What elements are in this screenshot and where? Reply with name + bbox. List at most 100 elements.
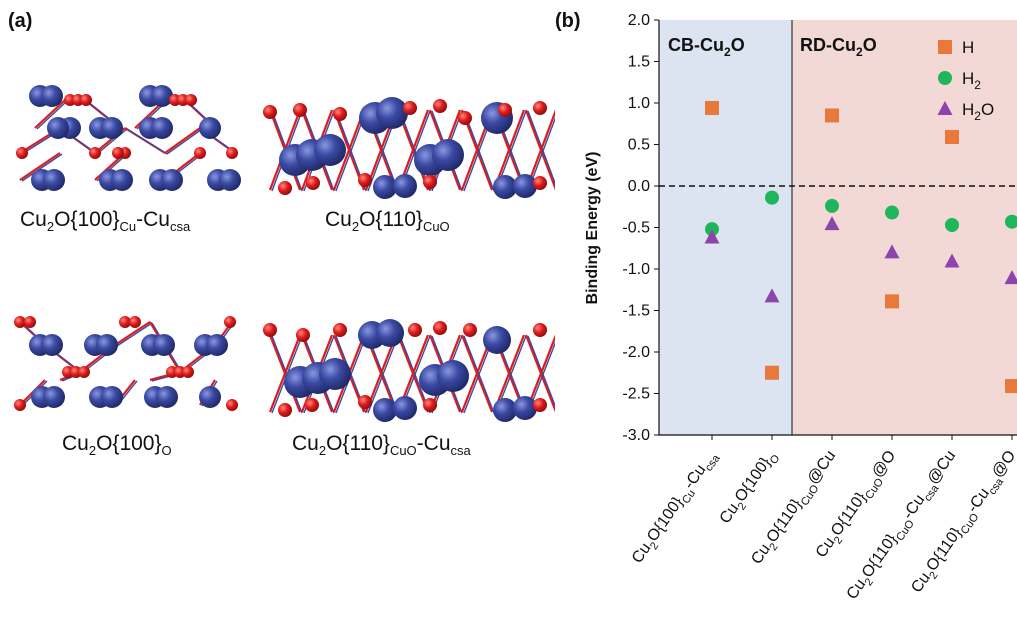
o-atom	[278, 181, 292, 195]
y-tick-label: -2.0	[622, 344, 650, 361]
cu-atom	[151, 117, 173, 139]
o-atom	[433, 99, 447, 113]
y-tick-label: -0.5	[622, 220, 650, 237]
cu-atom	[199, 386, 221, 408]
structure-caption-3: Cu2O{100}O	[62, 432, 172, 459]
x-tick-label: Cu2O{110}CuO-Cucsa@Cu	[844, 448, 963, 605]
o-atom	[306, 176, 320, 190]
data-point-square	[825, 108, 839, 123]
bond	[96, 128, 128, 155]
data-point-square	[705, 100, 719, 115]
cu-atom	[513, 396, 537, 420]
data-point-triangle	[764, 288, 780, 303]
o-atom	[226, 399, 238, 411]
o-atom	[224, 316, 236, 328]
x-tick-label: Cu2O{100}Cu-Cucsa	[629, 447, 723, 569]
y-tick-label: 1.5	[628, 54, 650, 71]
o-atom	[80, 94, 92, 106]
crystal-structures	[14, 85, 555, 422]
o-atom	[358, 173, 372, 187]
data-point-square	[1005, 379, 1017, 394]
cu-atom	[219, 169, 241, 191]
bond	[34, 99, 66, 129]
o-atom	[533, 176, 547, 190]
cu-atom	[493, 398, 517, 422]
x-tick-label: Cu2O{110}CuO@O	[813, 448, 903, 564]
cu-atom	[153, 334, 175, 356]
cu-atom	[314, 134, 346, 166]
o-atom	[14, 316, 26, 328]
o-atom	[533, 101, 547, 115]
data-point-triangle	[704, 229, 720, 244]
data-point-circle	[765, 190, 779, 205]
o-atom	[423, 175, 437, 189]
data-point-circle	[1005, 214, 1017, 229]
bond	[19, 152, 61, 181]
panel-b-label: (b)	[555, 10, 581, 32]
cu-atom	[161, 169, 183, 191]
o-atom	[533, 398, 547, 412]
bond	[21, 153, 63, 182]
o-atom	[263, 105, 277, 119]
bond	[126, 128, 168, 155]
cu-atom	[493, 175, 517, 199]
cu-atom	[513, 174, 537, 198]
o-atom	[423, 398, 437, 412]
data-point-triangle	[944, 253, 960, 268]
o-atom	[182, 366, 194, 378]
o-atom	[16, 147, 28, 159]
o-atom	[194, 147, 206, 159]
cu-atom	[43, 386, 65, 408]
data-point-square	[945, 130, 959, 145]
y-tick-label: 1.0	[628, 95, 650, 112]
cu-atom	[376, 319, 404, 347]
data-point-circle	[705, 222, 719, 237]
data-point-circle	[945, 218, 959, 233]
o-atom	[129, 316, 141, 328]
o-atom	[498, 103, 512, 117]
bond	[166, 128, 203, 155]
o-atom	[358, 395, 372, 409]
cu-atom	[376, 97, 408, 129]
o-atom	[333, 323, 347, 337]
cu-atom	[437, 360, 469, 392]
cu-atom	[373, 398, 397, 422]
region-1-background	[792, 20, 1017, 435]
legend-label: H2O	[962, 100, 994, 123]
o-atom	[433, 321, 447, 335]
panel-a-label: (a)	[8, 10, 33, 32]
o-atom	[463, 323, 477, 337]
cu-atom	[199, 117, 221, 139]
o-atom	[278, 403, 292, 417]
bond	[492, 334, 526, 413]
data-point-square	[885, 294, 899, 309]
data-point-square	[765, 365, 779, 380]
y-tick-label: 0.0	[628, 178, 650, 195]
cu-atom	[373, 175, 397, 199]
data-point-circle	[885, 205, 899, 220]
data-point-triangle	[824, 216, 840, 231]
structure-caption-2: Cu2O{110}CuO	[325, 208, 450, 235]
cu-atom	[43, 169, 65, 191]
legend-label: H	[962, 38, 974, 57]
cu-atom	[41, 85, 63, 107]
o-atom	[533, 323, 547, 337]
o-atom	[78, 366, 90, 378]
o-atom	[89, 147, 101, 159]
cu-atom	[393, 396, 417, 420]
data-point-triangle	[884, 244, 900, 259]
y-axis-label: Binding Energy (eV)	[584, 152, 601, 305]
cu-atom	[41, 334, 63, 356]
region-label: CB-Cu2O	[668, 35, 745, 59]
cu-atom	[101, 386, 123, 408]
cu-atom	[156, 386, 178, 408]
o-atom	[333, 107, 347, 121]
o-atom	[296, 328, 310, 342]
cu-atom	[96, 334, 118, 356]
cu-atom	[483, 326, 511, 354]
cu-atom	[47, 117, 69, 139]
cu-atom	[151, 85, 173, 107]
o-atom	[408, 323, 422, 337]
data-point-circle	[825, 198, 839, 213]
